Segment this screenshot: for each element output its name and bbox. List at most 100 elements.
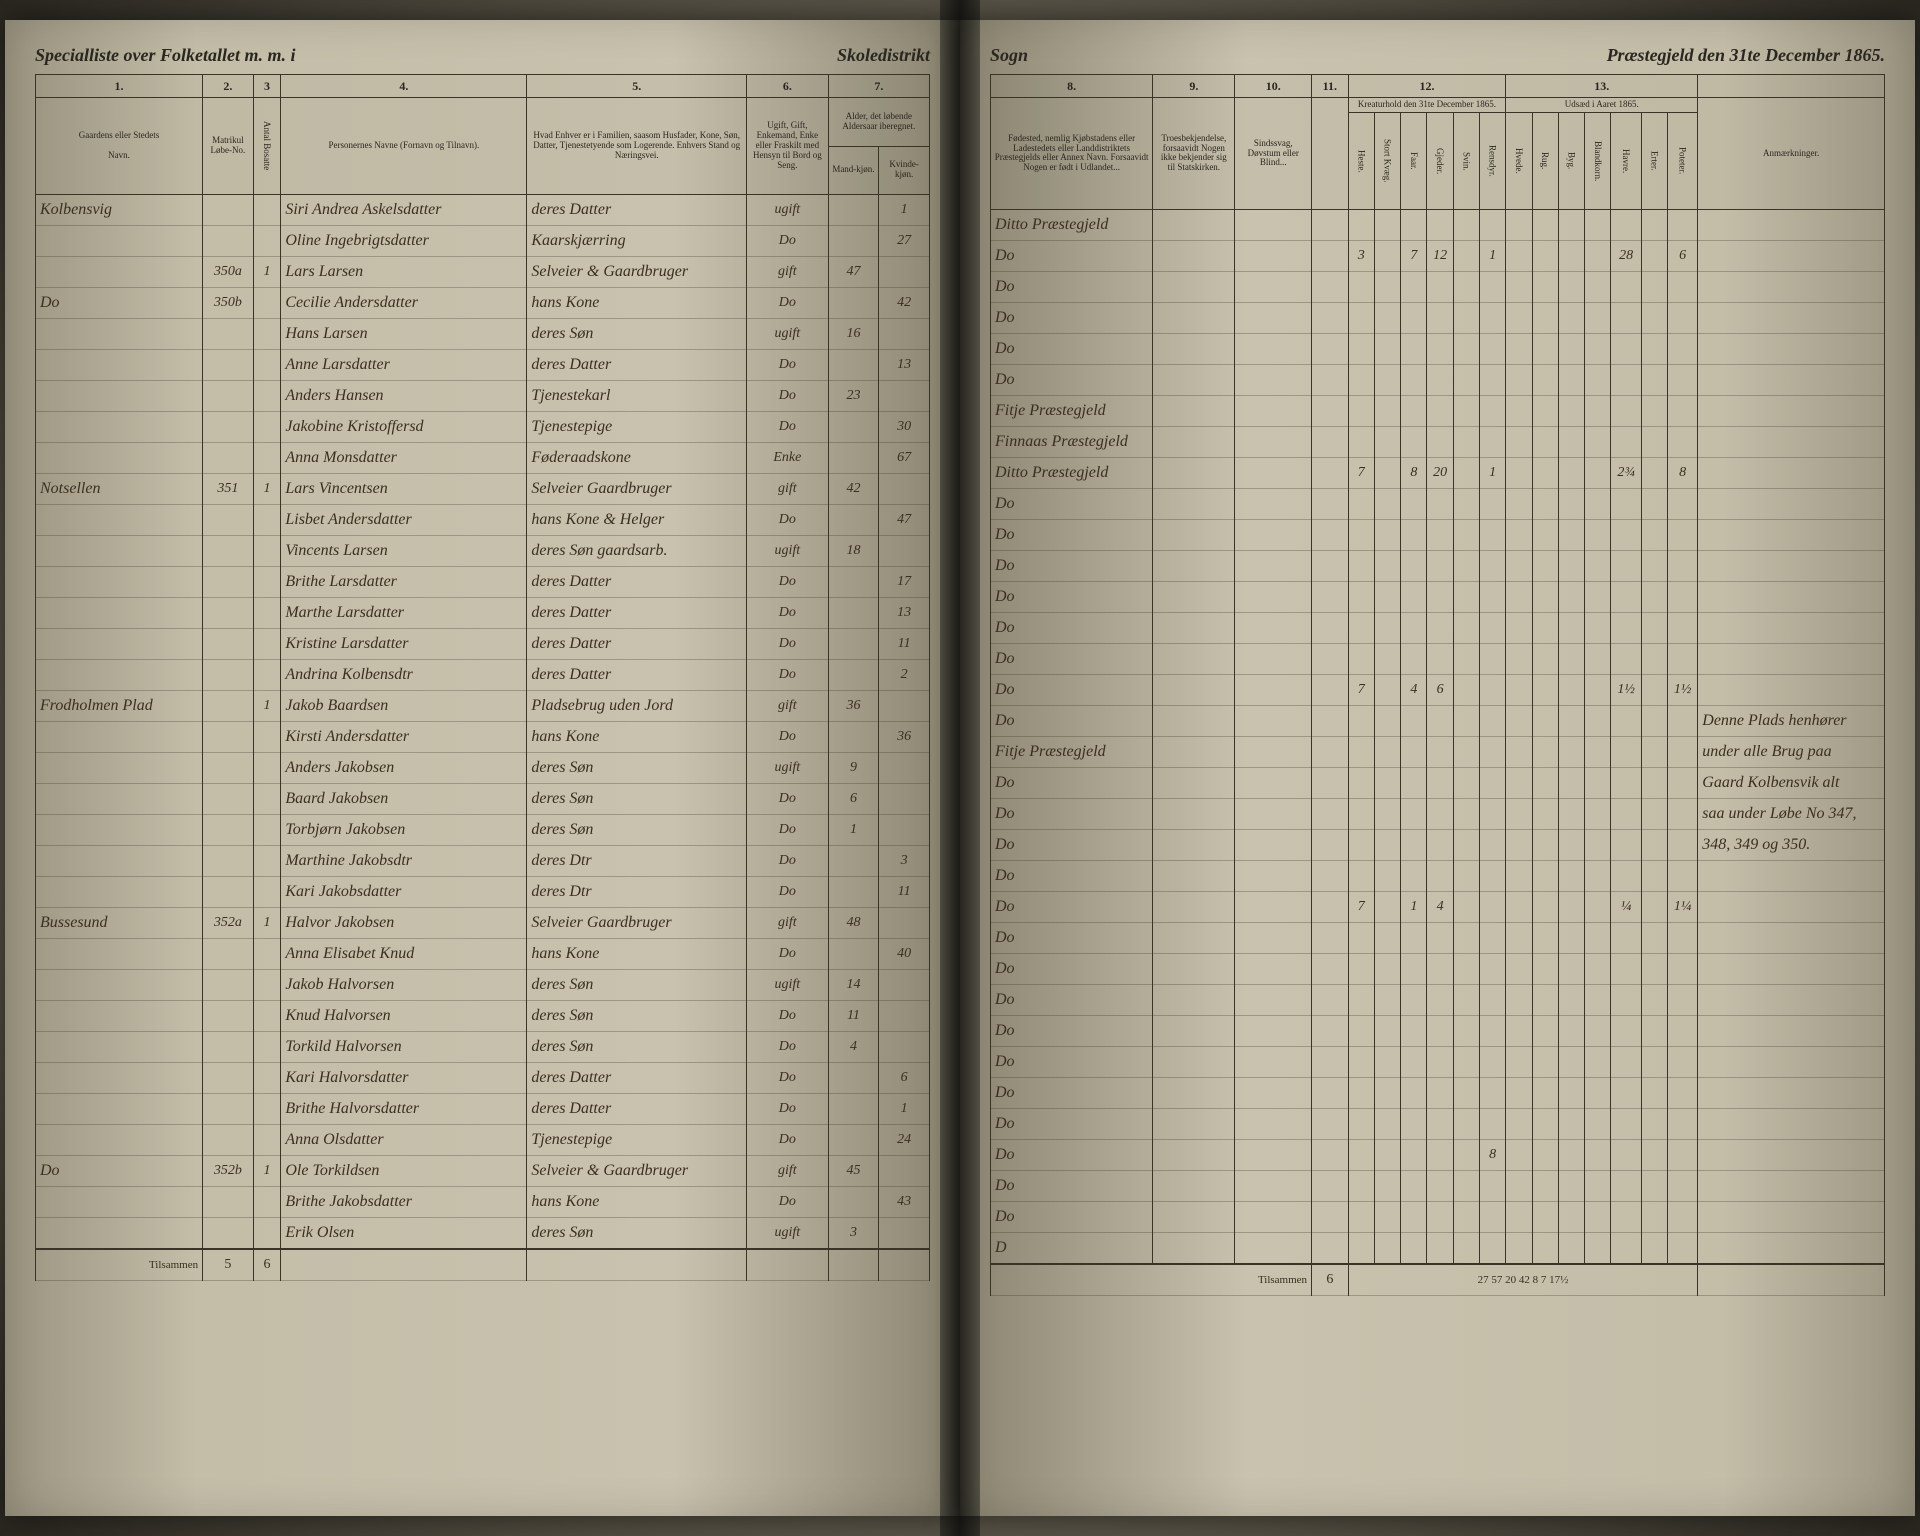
left-page-header: Specialliste over Folketallet m. m. i Sk…: [35, 45, 930, 66]
cell-c12-0: [1348, 395, 1374, 426]
cell-anm: [1698, 519, 1885, 550]
cell-anm: [1698, 953, 1885, 984]
footer-right-sums: 27 57 20 42 8 7 17½: [1348, 1264, 1698, 1296]
cell-c12-5: [1480, 1108, 1506, 1139]
cell-k: 13: [879, 350, 930, 381]
cell-mat: 350b: [203, 288, 254, 319]
cell-c12-0: 7: [1348, 457, 1374, 488]
cell-fod: D: [991, 1232, 1153, 1264]
table-row: Do: [991, 364, 1885, 395]
cell-gaard: Do: [36, 1156, 203, 1187]
cell-name: Anna Olsdatter: [281, 1125, 527, 1156]
cell-c13-4: [1611, 705, 1641, 736]
cell-c13-4: [1611, 364, 1641, 395]
cell-c12-0: [1348, 1170, 1374, 1201]
cell-c13-6: [1667, 1046, 1697, 1077]
cell-gaard: [36, 1094, 203, 1125]
cell-troe: [1153, 1108, 1235, 1139]
col13-sub-6: Poteter.: [1667, 112, 1697, 209]
table-row: Knud Halvorsenderes SønDo11: [36, 1001, 930, 1032]
cell-gaard: Notsellen: [36, 474, 203, 505]
cell-c12-2: [1401, 550, 1427, 581]
cell-fod: Do: [991, 612, 1153, 643]
cell-c12-1: [1374, 581, 1400, 612]
cell-c13-3: [1585, 705, 1611, 736]
cell-c12-4: [1453, 860, 1479, 891]
census-ledger-book: Specialliste over Folketallet m. m. i Sk…: [0, 0, 1920, 1536]
cell-c12-2: [1401, 1201, 1427, 1232]
cell-anm: [1698, 302, 1885, 333]
cell-c12-3: [1427, 333, 1453, 364]
cell-c11: [1312, 891, 1349, 922]
cell-c12-5: [1480, 953, 1506, 984]
cell-c12-0: [1348, 643, 1374, 674]
cell-status: ugift: [747, 536, 829, 567]
cell-c13-3: [1585, 519, 1611, 550]
cell-troe: [1153, 271, 1235, 302]
cell-c11: [1312, 612, 1349, 643]
cell-mat: [203, 505, 254, 536]
cell-troe: [1153, 1232, 1235, 1264]
table-row: Fitje Præstegjeldunder alle Brug paa: [991, 736, 1885, 767]
table-row: DoGaard Kolbensvik alt: [991, 767, 1885, 798]
cell-c12-4: [1453, 829, 1479, 860]
cell-m: 14: [828, 970, 879, 1001]
cell-rel: deres Datter: [527, 350, 747, 381]
cell-m: [828, 1094, 879, 1125]
cell-mat: [203, 1218, 254, 1250]
cell-status: gift: [747, 908, 829, 939]
cell-anm: under alle Brug paa: [1698, 736, 1885, 767]
cell-c12-1: [1374, 271, 1400, 302]
cell-status: Do: [747, 226, 829, 257]
cell-troe: [1153, 457, 1235, 488]
table-row: Oline IngebrigtsdatterKaarskjærringDo27: [36, 226, 930, 257]
table-row: Anna MonsdatterFøderaadskoneEnke67: [36, 443, 930, 474]
table-row: Do: [991, 333, 1885, 364]
cell-c13-5: [1641, 209, 1667, 240]
cell-status: Do: [747, 722, 829, 753]
cell-c13-3: [1585, 767, 1611, 798]
cell-c13-0: [1506, 209, 1532, 240]
cell-c11: [1312, 953, 1349, 984]
cell-c13-3: [1585, 860, 1611, 891]
table-row: Do352b1Ole TorkildsenSelveier & Gaardbru…: [36, 1156, 930, 1187]
cell-c13-0: [1506, 364, 1532, 395]
table-row: Do: [991, 643, 1885, 674]
cell-c12-0: [1348, 860, 1374, 891]
cell-c13-6: 8: [1667, 457, 1697, 488]
cell-m: [828, 660, 879, 691]
cell-c13-5: [1641, 1015, 1667, 1046]
cell-c13-4: [1611, 1015, 1641, 1046]
cell-c12-0: [1348, 1232, 1374, 1264]
cell-c13-2: [1558, 581, 1584, 612]
cell-gaard: [36, 846, 203, 877]
cell-gaard: [36, 412, 203, 443]
cell-rel: deres Datter: [527, 195, 747, 226]
cell-c13-1: [1532, 209, 1558, 240]
cell-hus: [253, 350, 281, 381]
table-row: Do: [991, 581, 1885, 612]
cell-c12-2: [1401, 488, 1427, 519]
cell-fod: Do: [991, 1201, 1153, 1232]
cell-fod: Do: [991, 643, 1153, 674]
cell-m: 3: [828, 1218, 879, 1250]
cell-m: [828, 722, 879, 753]
table-row: Anna Elisabet Knudhans KoneDo40: [36, 939, 930, 970]
cell-hus: 1: [253, 691, 281, 722]
cell-c13-2: [1558, 209, 1584, 240]
cell-c13-5: [1641, 581, 1667, 612]
cell-c12-4: [1453, 271, 1479, 302]
cell-troe: [1153, 705, 1235, 736]
cell-anm: [1698, 984, 1885, 1015]
cell-c12-2: [1401, 364, 1427, 395]
cell-c13-2: [1558, 953, 1584, 984]
cell-k: 24: [879, 1125, 930, 1156]
cell-anm: [1698, 209, 1885, 240]
cell-c12-3: [1427, 488, 1453, 519]
cell-fod: Do: [991, 798, 1153, 829]
cell-c12-3: [1427, 1108, 1453, 1139]
cell-k: 2: [879, 660, 930, 691]
cell-c13-4: [1611, 581, 1641, 612]
table-row: Andrina Kolbensdtrderes DatterDo2: [36, 660, 930, 691]
cell-c13-6: [1667, 612, 1697, 643]
